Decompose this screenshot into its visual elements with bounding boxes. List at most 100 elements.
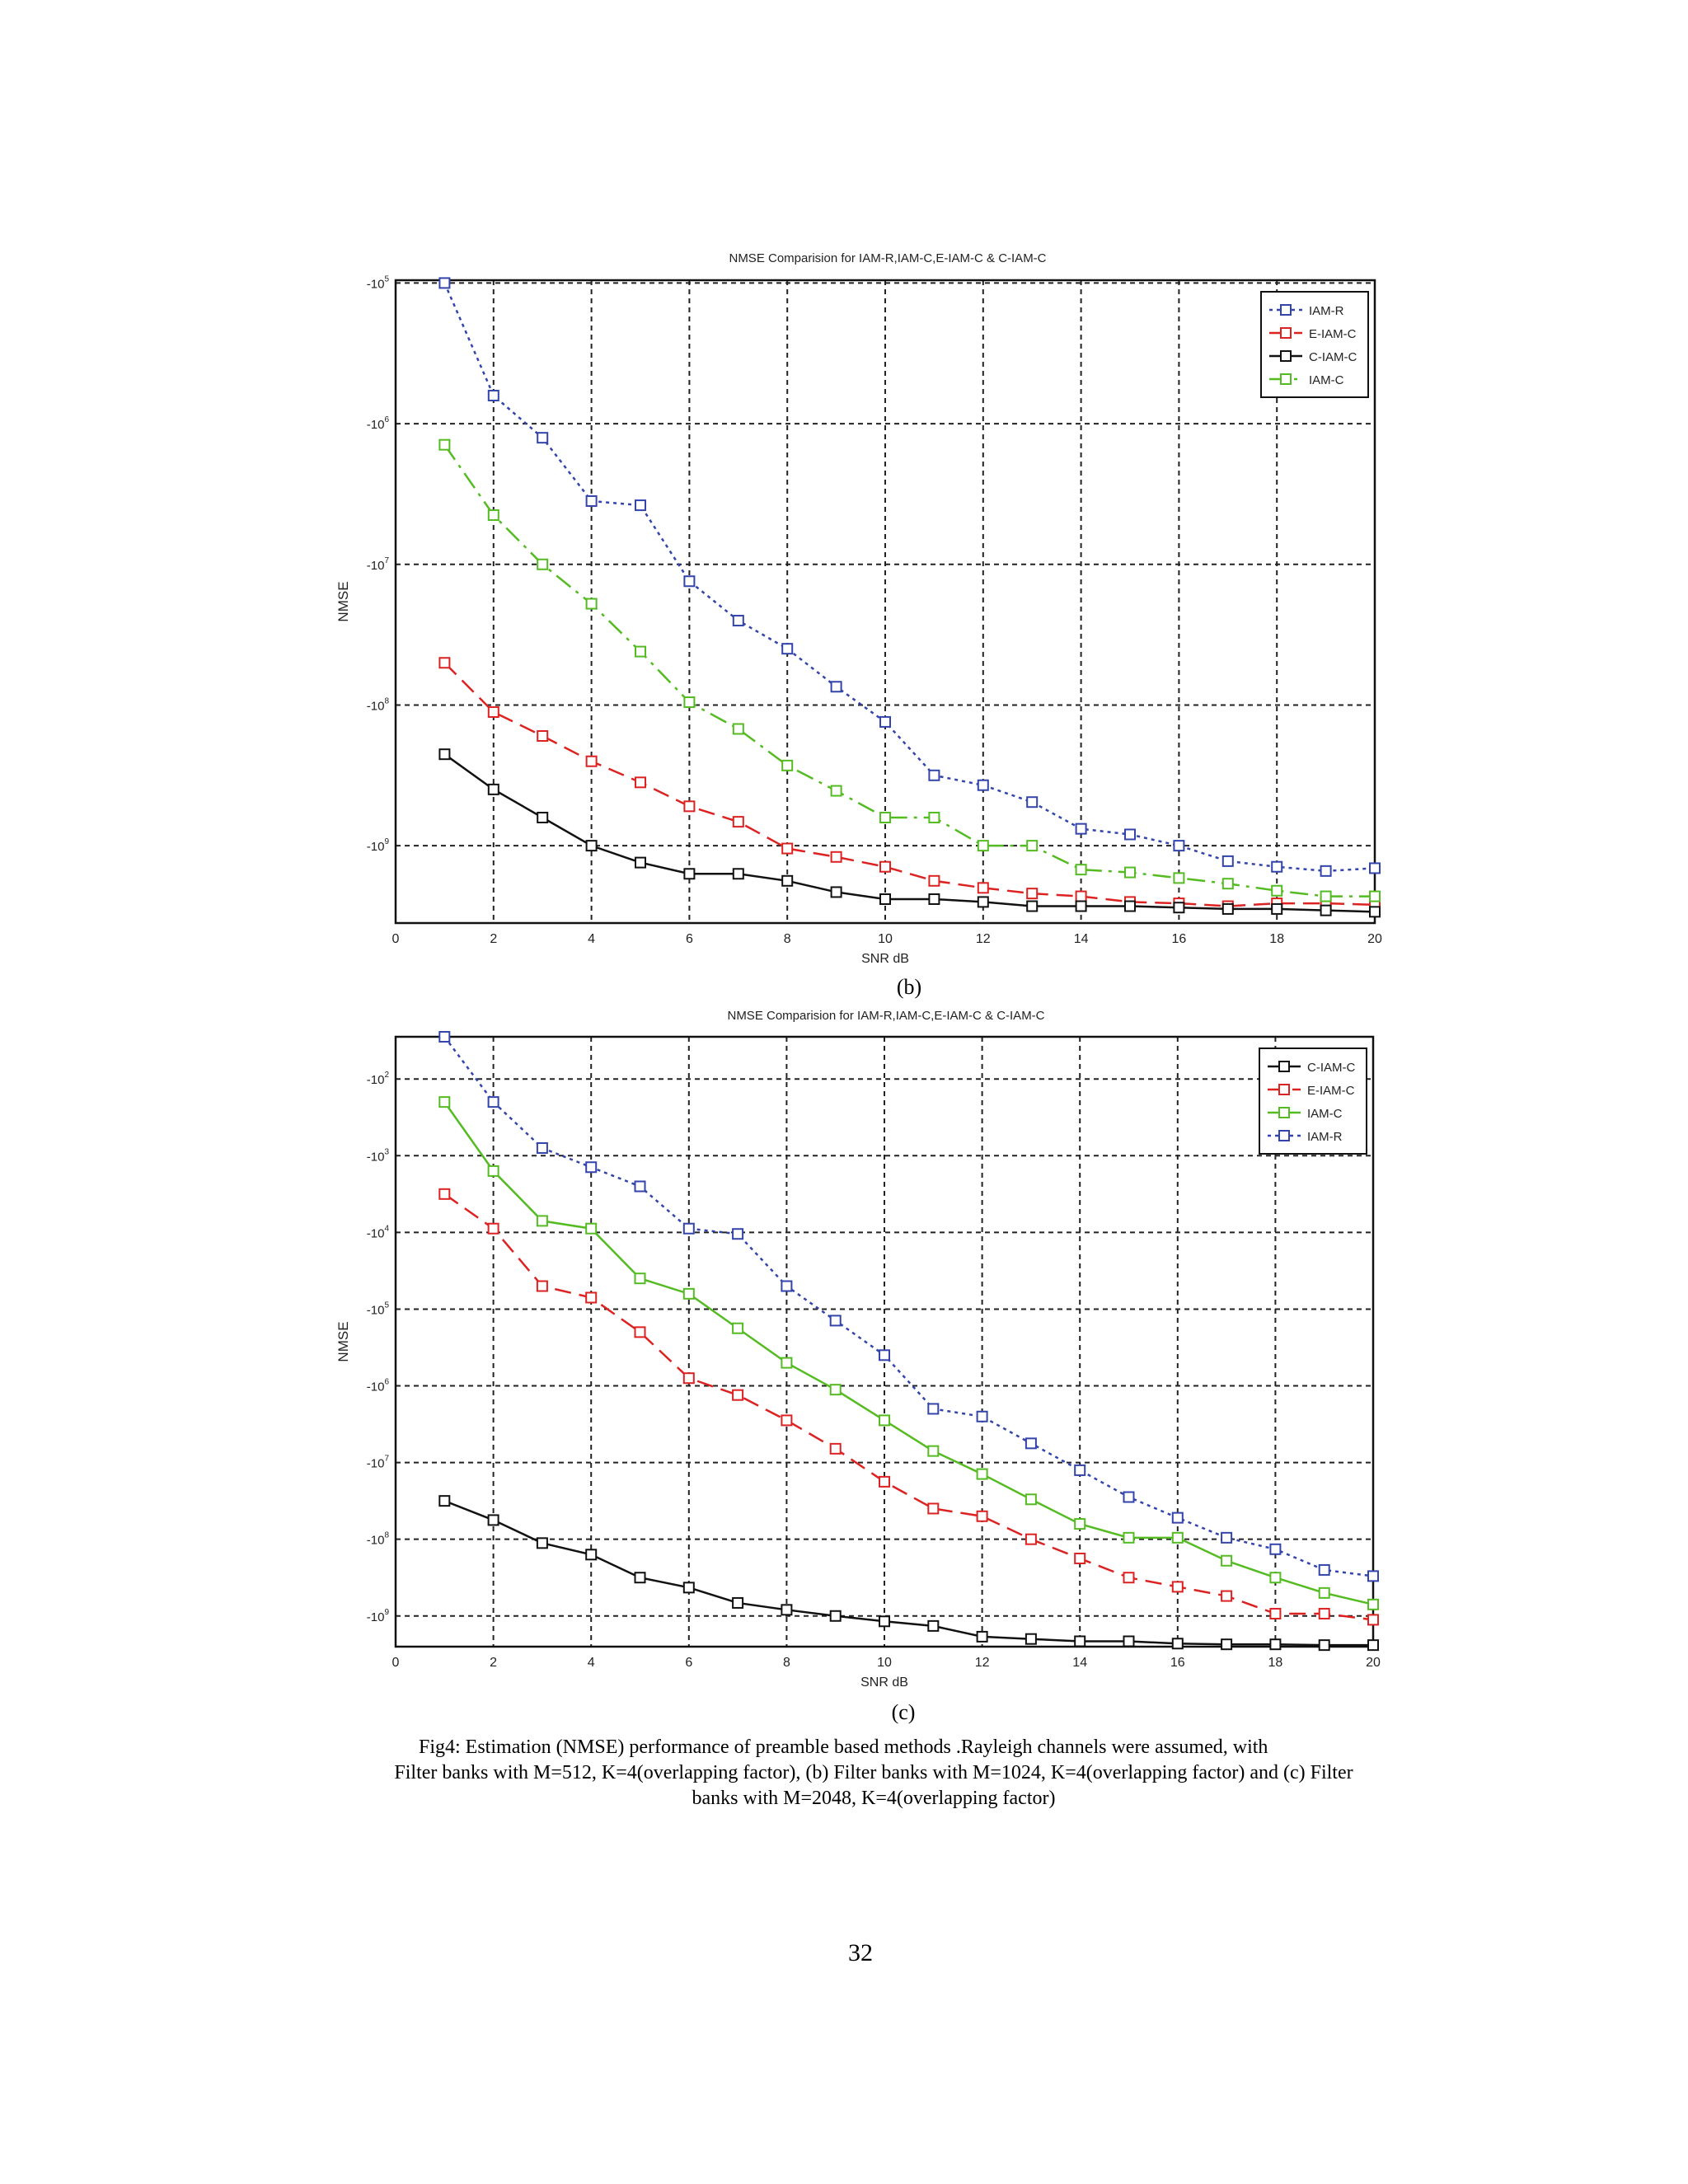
series-line — [443, 1499, 1373, 1647]
y-tick-label: -107 — [367, 556, 390, 573]
figure-caption: Fig4: Estimation (NMSE) performance of p… — [313, 1735, 1434, 1811]
x-tick-label: 6 — [686, 932, 693, 946]
y-tick-label: -102 — [367, 1071, 390, 1087]
data-point — [1123, 1491, 1135, 1503]
data-point — [683, 868, 696, 880]
data-point — [1075, 900, 1087, 912]
data-point — [537, 432, 549, 444]
data-point — [879, 1615, 890, 1628]
data-point — [781, 1604, 793, 1616]
legend-label: IAM-C — [1309, 373, 1344, 387]
data-point — [1221, 1554, 1233, 1567]
data-point — [635, 856, 646, 869]
legend-label: IAM-R — [1309, 304, 1344, 318]
data-point — [487, 1096, 499, 1108]
data-point — [977, 896, 989, 908]
plot-frame — [394, 279, 1376, 925]
data-point — [1320, 865, 1332, 877]
data-point — [487, 1514, 499, 1526]
y-axis-label: NMSE — [335, 1321, 351, 1361]
data-point — [1074, 1464, 1086, 1476]
y-tick-label: -108 — [367, 1531, 390, 1548]
data-point — [976, 1468, 988, 1480]
data-point — [781, 643, 794, 655]
data-point — [1123, 1635, 1135, 1647]
legend-label: C-IAM-C — [1309, 350, 1357, 364]
data-point — [438, 1495, 451, 1507]
data-point — [781, 759, 794, 771]
data-point — [438, 438, 451, 451]
data-point — [585, 1161, 598, 1174]
data-point — [536, 1537, 548, 1549]
data-point — [487, 1165, 499, 1177]
series-line — [443, 1036, 1374, 1577]
data-point — [1025, 1493, 1037, 1506]
data-point — [585, 598, 598, 610]
series-line — [443, 282, 1376, 873]
data-point — [1124, 866, 1136, 879]
data-point — [829, 1384, 842, 1396]
data-point — [537, 558, 549, 570]
data-point — [487, 783, 499, 795]
x-tick-label: 16 — [1170, 1656, 1185, 1670]
data-point — [1123, 1531, 1135, 1544]
data-point — [1320, 890, 1332, 902]
data-point — [1318, 1586, 1330, 1599]
x-axis-label: SNR dB — [860, 1675, 908, 1690]
y-tick-label: -109 — [367, 837, 390, 854]
data-point — [1367, 1598, 1379, 1610]
caption-line-1: Fig4: Estimation (NMSE) performance of p… — [419, 1736, 1268, 1758]
data-point — [682, 1582, 695, 1594]
data-point — [879, 1414, 890, 1427]
data-point — [683, 575, 696, 588]
x-tick-label: 18 — [1269, 932, 1284, 946]
data-point — [536, 1280, 548, 1292]
legend-label: E-IAM-C — [1307, 1084, 1355, 1098]
data-point — [1318, 1639, 1330, 1652]
data-point — [977, 779, 989, 791]
data-point — [830, 681, 842, 693]
data-point — [438, 277, 451, 289]
data-point — [682, 1287, 695, 1300]
data-point — [1271, 884, 1283, 897]
data-point — [585, 755, 598, 767]
legend-swatch-marker — [1280, 350, 1292, 362]
data-point — [732, 1389, 744, 1401]
data-point — [1026, 888, 1039, 900]
y-tick-label: -106 — [367, 1378, 390, 1394]
y-tick-label: -107 — [367, 1455, 390, 1471]
data-point — [438, 1096, 451, 1108]
y-axis-label: NMSE — [335, 581, 351, 621]
data-point — [1173, 872, 1185, 884]
legend-label: IAM-C — [1307, 1107, 1343, 1121]
data-point — [976, 1510, 988, 1522]
data-point — [1221, 1590, 1233, 1602]
data-point — [977, 882, 989, 894]
data-point — [732, 868, 744, 880]
data-point — [536, 1215, 548, 1227]
data-point — [781, 1280, 793, 1292]
data-point — [683, 696, 696, 709]
data-point — [927, 1502, 940, 1515]
data-point — [928, 769, 940, 781]
data-point — [732, 723, 744, 735]
legend-swatch-marker — [1278, 1107, 1290, 1118]
data-point — [1221, 902, 1234, 915]
data-point — [1369, 862, 1381, 874]
data-point — [1171, 1511, 1184, 1524]
x-tick-label: 4 — [588, 1656, 595, 1670]
x-tick-label: 10 — [878, 932, 893, 946]
data-point — [634, 1272, 646, 1285]
data-point — [634, 1180, 646, 1193]
data-point — [635, 499, 646, 512]
chart-b-sublabel: (b) — [896, 975, 922, 999]
data-point — [682, 1222, 695, 1235]
data-point — [1221, 1531, 1233, 1544]
data-point — [1171, 1531, 1184, 1544]
data-point — [634, 1326, 646, 1338]
data-point — [732, 615, 744, 627]
data-point — [830, 851, 842, 863]
data-point — [585, 1549, 598, 1561]
chart-c-title: NMSE Comparision for IAM-R,IAM-C,E-IAM-C… — [727, 1009, 1045, 1023]
legend-swatch-marker — [1278, 1061, 1290, 1072]
